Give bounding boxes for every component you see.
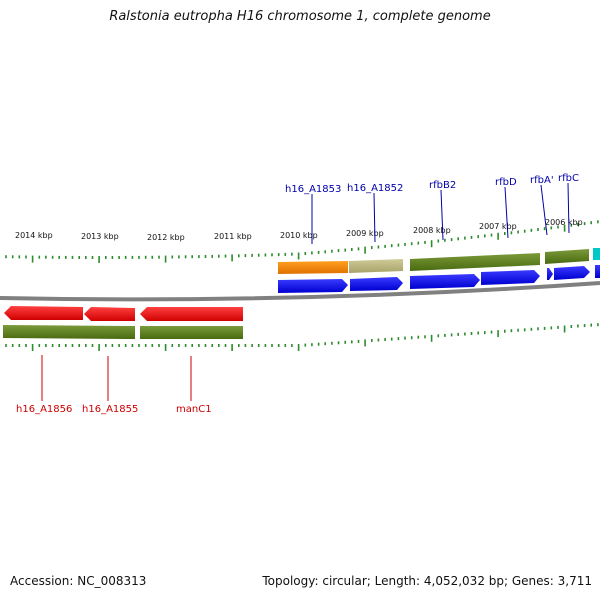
leader-line bbox=[567, 182, 570, 234]
scale-label: 2008 kbp bbox=[413, 226, 451, 235]
gene-h16-A1853 bbox=[278, 279, 348, 293]
gene-rfbA bbox=[547, 268, 553, 280]
gene-label: manC1 bbox=[176, 404, 212, 415]
gene-manC1 bbox=[140, 307, 243, 321]
gene-label: h16_A1856 bbox=[16, 404, 72, 415]
genome-backbone bbox=[0, 281, 600, 302]
gene-label: rfbD bbox=[495, 177, 517, 188]
gene-label: h16_A1852 bbox=[347, 183, 403, 194]
gene-h16-A1856-annotation bbox=[3, 325, 135, 339]
leader-line bbox=[373, 192, 376, 243]
gene-track-forward bbox=[278, 265, 600, 293]
scale-label: 2013 kbp bbox=[81, 232, 119, 241]
leader-line bbox=[440, 189, 444, 241]
scale-label: 2009 kbp bbox=[346, 229, 384, 238]
gene-label: h16_A1855 bbox=[82, 404, 138, 415]
gene-rfbD bbox=[481, 270, 540, 285]
gene-h16-A1855 bbox=[84, 307, 135, 321]
gene-labels-top: h16_A1853 h16_A1852 rfbB2 rfbD rfbA' rfb… bbox=[285, 173, 579, 244]
gene-labels-bottom: h16_A1856 h16_A1855 manC1 bbox=[16, 355, 212, 415]
scale-label: 2014 kbp bbox=[15, 231, 53, 240]
gene-rfbB2 bbox=[410, 274, 480, 289]
gene-rfbA-annotation bbox=[545, 249, 589, 264]
gene-h16-A1856 bbox=[4, 306, 83, 320]
gene-track-upper bbox=[278, 248, 600, 274]
scale-label: 2011 kbp bbox=[214, 232, 252, 241]
accession-text: Accession: NC_008313 bbox=[10, 574, 147, 588]
scale-label: 2010 kbp bbox=[280, 231, 318, 240]
scale-label: 2007 kbp bbox=[479, 222, 517, 231]
scale-ticks-bottom bbox=[5, 323, 599, 351]
gene-cyan-annotation bbox=[593, 248, 600, 260]
gene-label: h16_A1853 bbox=[285, 184, 341, 195]
gene-label: rfbC bbox=[558, 173, 579, 184]
gene-next-forward bbox=[595, 265, 600, 278]
gene-manC1-annotation bbox=[140, 326, 243, 339]
scale-labels: 2014 kbp 2013 kbp 2012 kbp 2011 kbp 2010… bbox=[15, 218, 583, 242]
gene-track-reverse bbox=[4, 306, 243, 321]
gene-rfb-cluster-annotation bbox=[410, 253, 540, 271]
leader-line bbox=[504, 186, 509, 239]
genome-summary-text: Topology: circular; Length: 4,052,032 bp… bbox=[262, 574, 592, 588]
map-title: Ralstonia eutropha H16 chromosome 1, com… bbox=[109, 9, 491, 24]
gene-label: rfbA' bbox=[530, 175, 554, 186]
gene-label: rfbB2 bbox=[429, 180, 456, 191]
leader-line bbox=[540, 184, 548, 236]
scale-ticks-top bbox=[5, 220, 599, 263]
gene-h16-A1852 bbox=[350, 277, 403, 291]
gene-h16-A1853-annotation bbox=[278, 261, 348, 274]
gene-rfbC bbox=[554, 266, 590, 280]
scale-label: 2006 kbp bbox=[545, 218, 583, 227]
gene-h16-A1852-annotation bbox=[349, 259, 403, 273]
scale-label: 2012 kbp bbox=[147, 233, 185, 242]
gene-track-lower bbox=[3, 325, 243, 339]
